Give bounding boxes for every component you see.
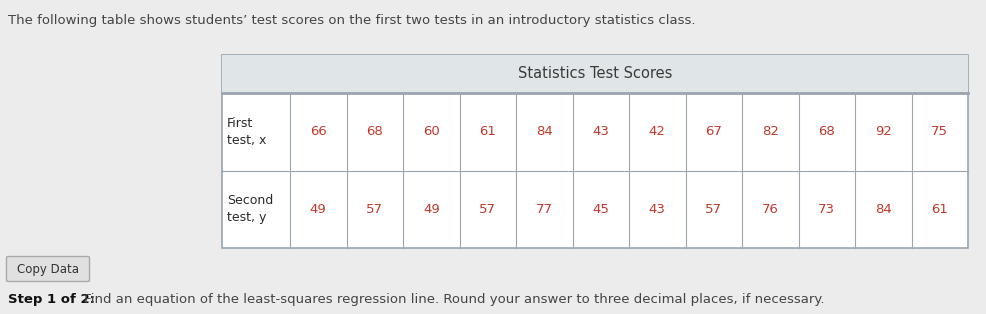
- Text: 92: 92: [875, 125, 891, 138]
- Text: 67: 67: [705, 125, 722, 138]
- Text: 61: 61: [479, 125, 496, 138]
- Text: 57: 57: [479, 203, 496, 216]
- Text: 77: 77: [535, 203, 553, 216]
- Text: 61: 61: [932, 203, 949, 216]
- Text: 43: 43: [593, 125, 609, 138]
- Text: 42: 42: [649, 125, 666, 138]
- Text: 75: 75: [931, 125, 949, 138]
- Text: 49: 49: [310, 203, 326, 216]
- Text: 84: 84: [535, 125, 552, 138]
- Bar: [222, 55, 968, 93]
- Text: 66: 66: [310, 125, 326, 138]
- Text: The following table shows students’ test scores on the first two tests in an int: The following table shows students’ test…: [8, 14, 695, 27]
- Text: 43: 43: [649, 203, 666, 216]
- Text: 60: 60: [423, 125, 440, 138]
- FancyBboxPatch shape: [7, 257, 90, 281]
- Text: 45: 45: [593, 203, 609, 216]
- Text: Find an equation of the least-squares regression line. Round your answer to thre: Find an equation of the least-squares re…: [80, 294, 824, 306]
- Text: Statistics Test Scores: Statistics Test Scores: [518, 67, 672, 82]
- Text: 57: 57: [705, 203, 723, 216]
- Text: 68: 68: [818, 125, 835, 138]
- Text: 57: 57: [366, 203, 384, 216]
- Text: First
test, x: First test, x: [227, 117, 266, 147]
- Text: Second
test, y: Second test, y: [227, 194, 273, 224]
- Text: Copy Data: Copy Data: [17, 263, 79, 275]
- Text: 84: 84: [875, 203, 891, 216]
- Text: 49: 49: [423, 203, 440, 216]
- Text: 76: 76: [762, 203, 779, 216]
- Text: 82: 82: [762, 125, 779, 138]
- Text: 68: 68: [367, 125, 384, 138]
- Bar: [222, 55, 968, 248]
- Text: Step 1 of 2:: Step 1 of 2:: [8, 294, 95, 306]
- Text: 73: 73: [818, 203, 835, 216]
